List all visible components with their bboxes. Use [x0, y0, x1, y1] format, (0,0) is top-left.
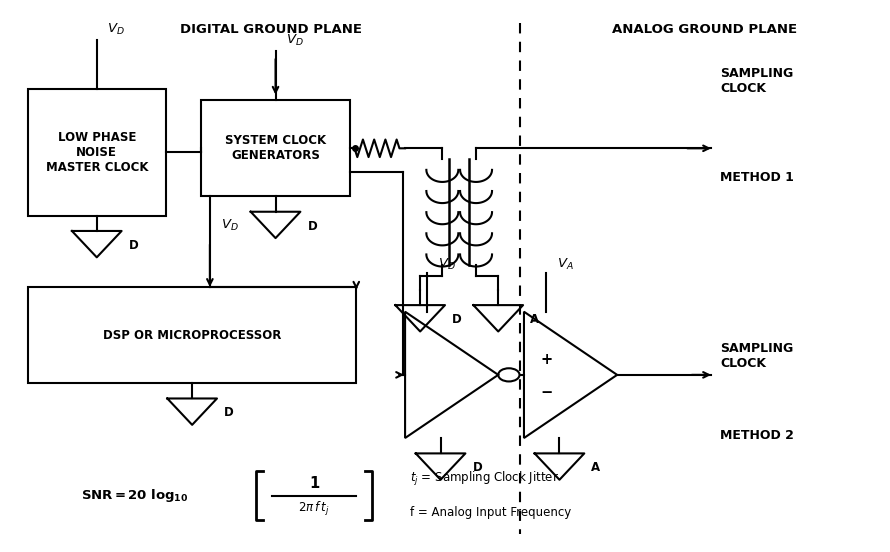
Bar: [201, 100, 350, 197]
Text: D: D: [224, 406, 234, 420]
Text: 1: 1: [309, 476, 320, 491]
Text: A: A: [591, 461, 601, 474]
Text: f = Analog Input Frequency: f = Analog Input Frequency: [409, 506, 570, 519]
Text: LOW PHASE
NOISE
MASTER CLOCK: LOW PHASE NOISE MASTER CLOCK: [45, 131, 148, 174]
Text: $V_D$: $V_D$: [287, 33, 304, 48]
Text: SAMPLING
CLOCK: SAMPLING CLOCK: [720, 67, 793, 95]
Text: D: D: [129, 239, 139, 252]
Text: DIGITAL GROUND PLANE: DIGITAL GROUND PLANE: [181, 23, 362, 36]
Text: A: A: [530, 313, 539, 326]
Text: $V_D$: $V_D$: [108, 22, 125, 37]
Text: −: −: [540, 385, 553, 400]
Bar: [28, 89, 166, 216]
Text: $V_D$: $V_D$: [221, 217, 239, 233]
Text: +: +: [540, 352, 552, 367]
Text: $2\pi\,f\,t_j$: $2\pi\,f\,t_j$: [298, 500, 330, 518]
Bar: [28, 287, 356, 383]
Text: DSP OR MICROPROCESSOR: DSP OR MICROPROCESSOR: [103, 328, 281, 342]
Text: METHOD 1: METHOD 1: [720, 171, 794, 184]
Text: D: D: [452, 313, 462, 326]
Text: $V_A$: $V_A$: [557, 257, 573, 272]
Text: D: D: [307, 220, 317, 233]
Text: SYSTEM CLOCK
GENERATORS: SYSTEM CLOCK GENERATORS: [225, 134, 326, 162]
Text: $V_D$: $V_D$: [438, 257, 456, 272]
Text: SAMPLING
CLOCK: SAMPLING CLOCK: [720, 342, 793, 370]
Text: ANALOG GROUND PLANE: ANALOG GROUND PLANE: [612, 23, 797, 36]
Text: METHOD 2: METHOD 2: [720, 429, 794, 442]
Text: $t_j$ = Sampling Clock Jitter: $t_j$ = Sampling Clock Jitter: [409, 470, 559, 488]
Text: D: D: [473, 461, 482, 474]
Text: $\mathbf{SNR = 20\ log_{10}}$: $\mathbf{SNR = 20\ log_{10}}$: [81, 487, 189, 504]
